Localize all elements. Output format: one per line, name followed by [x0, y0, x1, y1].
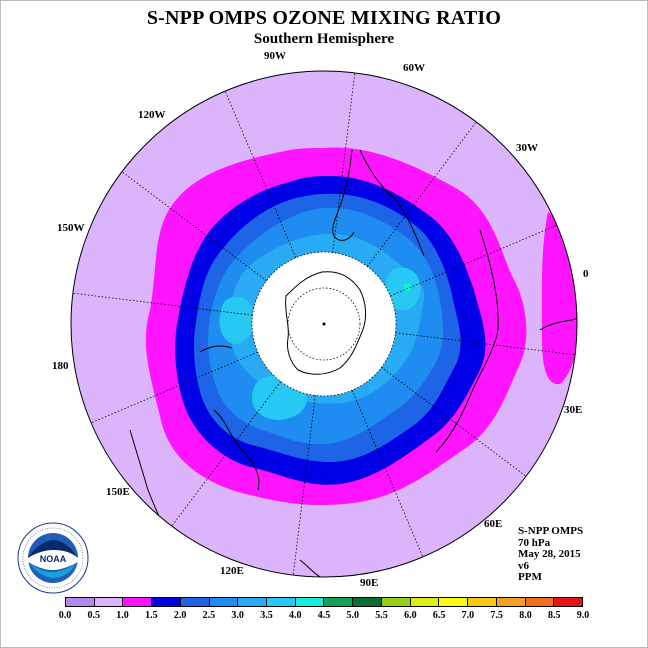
colorbar-tick-label: 7.0 — [461, 610, 475, 621]
colorbar-swatch — [209, 598, 239, 606]
colorbar-tick-label: 3.0 — [231, 610, 244, 621]
lon-label-180: 180 — [52, 360, 69, 372]
colorbar-tick-label: 2.5 — [202, 610, 216, 621]
south-pole-marker — [322, 322, 326, 326]
colorbar-tick-label: 1.0 — [116, 610, 129, 621]
graticule-meridians — [72, 72, 576, 576]
meridian-line — [332, 72, 356, 253]
colorbar-swatch — [410, 598, 440, 606]
info-version: v6 — [518, 559, 529, 572]
colorbar-swatch — [152, 598, 181, 606]
meridian-line — [72, 292, 253, 316]
colorbar-tick-label: 2.0 — [173, 610, 187, 621]
ozone-band-4-0 — [404, 284, 411, 291]
meridian-line — [224, 90, 297, 258]
lon-label-60e: 60E — [484, 518, 503, 530]
info-units: PPM — [518, 571, 542, 583]
colorbar-tick-label: 0.5 — [87, 610, 101, 621]
colorbar-swatch — [381, 598, 411, 606]
info-instrument: S-NPP OMPS — [518, 525, 584, 537]
colorbar-swatch — [353, 598, 382, 606]
colorbar-tick-label: 4.0 — [288, 610, 302, 621]
colorbar-tick-label: 3.5 — [260, 610, 273, 621]
figure-title: S-NPP OMPS OZONE MIXING RATIO — [146, 7, 502, 29]
meridian-line — [351, 390, 424, 558]
colorbar-tick-label: 8.0 — [519, 610, 532, 621]
meridian-line — [390, 224, 558, 297]
ozone-band-3-5-left — [219, 296, 255, 344]
colorbar-tick-label: 7.5 — [490, 610, 503, 621]
colorbar-swatch — [123, 598, 153, 606]
colorbar-tick-label: 1.5 — [145, 610, 158, 621]
colorbar-tick-label: 6.5 — [432, 610, 446, 621]
figure-subtitle: Southern Hemisphere — [253, 31, 395, 47]
lon-label-150e: 150E — [106, 486, 130, 498]
info-level: 70 hPa — [518, 536, 551, 549]
graticule — [251, 251, 397, 397]
meridian-line — [381, 367, 527, 477]
ozone-band-3-5-right — [385, 267, 421, 310]
colorbar-tick-label: 5.5 — [375, 610, 388, 621]
colorbar — [65, 597, 583, 607]
colorbar-swatch — [94, 598, 124, 606]
colorbar-tick-label: 9.0 — [576, 610, 590, 621]
colorbar-swatch — [238, 598, 268, 606]
lon-label-30e: 30E — [564, 404, 583, 416]
lon-label-90e: 90E — [360, 577, 379, 589]
colorbar-swatch — [295, 598, 325, 606]
lon-label-60w: 60W — [403, 62, 425, 74]
colorbar-tick-label: 6.0 — [404, 610, 417, 621]
colorbar-swatch — [324, 598, 354, 606]
meridian-line — [121, 171, 267, 281]
meridian-line — [171, 381, 281, 527]
colorbar-swatch — [180, 598, 210, 606]
map-boundary — [70, 70, 578, 578]
colorbar-swatch — [525, 598, 555, 606]
colorbar-swatch — [554, 598, 582, 606]
info-date: May 28, 2015 — [518, 548, 581, 560]
colorbar-tick-label: 8.5 — [547, 610, 561, 621]
info-block: S-NPP OMPS 70 hPa May 28, 2015 v6 PPM — [518, 525, 584, 584]
lon-label-120w: 120W — [138, 109, 166, 121]
meridian-line — [395, 332, 576, 356]
colorbar-swatch — [439, 598, 469, 606]
colorbar-swatch — [496, 598, 526, 606]
lon-label-120e: 120E — [220, 565, 244, 577]
colorbar-swatch — [66, 598, 95, 606]
meridian-line — [367, 121, 477, 267]
colorbar-tick-label: 5.0 — [346, 610, 360, 621]
noaa-logo-text: NOAA — [40, 554, 67, 564]
colorbar-swatch — [468, 598, 497, 606]
noaa-logo: NOAA — [17, 522, 89, 594]
colorbar-swatch — [267, 598, 296, 606]
lon-label-150w: 150W — [57, 222, 85, 234]
lon-label-30w: 30W — [516, 142, 538, 154]
lon-label-90w: 90W — [264, 50, 286, 62]
meridian-line — [90, 351, 258, 424]
lon-label-0: 0 — [583, 268, 589, 280]
colorbar-tick-label: 0.0 — [58, 610, 72, 621]
meridian-line — [292, 395, 316, 576]
colorbar-tick-label: 4.5 — [317, 610, 331, 621]
